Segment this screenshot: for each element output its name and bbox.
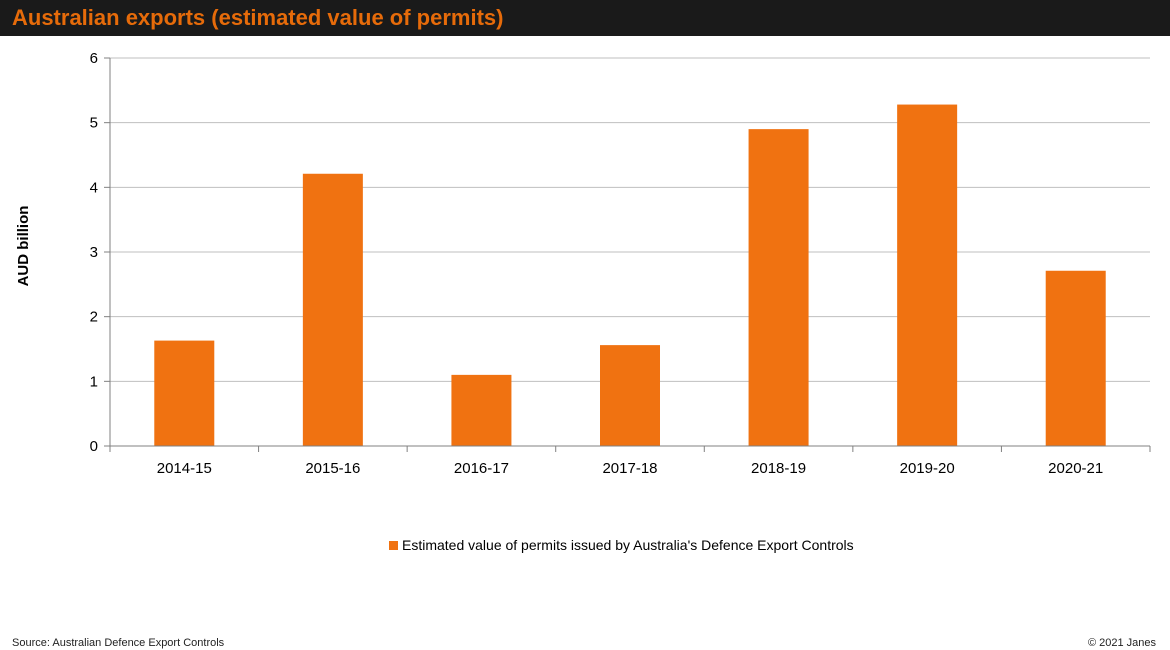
y-tick-label: 3 xyxy=(90,244,98,261)
bar-2018-19 xyxy=(748,129,809,446)
x-tick-label: 2015-16 xyxy=(305,460,360,477)
bars xyxy=(154,104,1106,446)
x-tick-label: 2020-21 xyxy=(1048,460,1103,477)
y-tick-label: 5 xyxy=(90,115,98,132)
bar-2015-16 xyxy=(302,173,363,446)
y-tick-labels: 0 1 2 3 4 5 6 xyxy=(90,50,98,455)
y-tick-label: 4 xyxy=(90,179,98,196)
x-tick-labels: 2014-15 2015-16 2016-17 2017-18 2018-19 2019-… xyxy=(157,460,1103,477)
bar-2020-21 xyxy=(1045,270,1106,446)
x-tick-label: 2014-15 xyxy=(157,460,212,477)
source-note: Source: Australian Defence Export Contro… xyxy=(12,637,225,649)
bar-2019-20 xyxy=(897,104,958,446)
legend-swatch xyxy=(389,541,398,550)
x-tick-label: 2019-20 xyxy=(900,460,955,477)
legend-label: Estimated value of permits issued by Aus… xyxy=(402,537,854,553)
axes xyxy=(109,58,1151,452)
gridlines xyxy=(104,57,1150,447)
bar-2016-17 xyxy=(451,374,512,446)
y-tick-label: 2 xyxy=(90,309,98,326)
legend: Estimated value of permits issued by Aus… xyxy=(389,537,854,553)
x-tick-label: 2017-18 xyxy=(602,460,657,477)
x-tick-label: 2016-17 xyxy=(454,460,509,477)
bar-2017-18 xyxy=(600,345,660,446)
title-bar: Australian exports (estimated value of p… xyxy=(0,0,1170,36)
chart-title: Australian exports (estimated value of p… xyxy=(12,5,504,30)
y-axis-label: AUD billion xyxy=(15,206,32,287)
y-tick-label: 0 xyxy=(90,438,98,455)
x-tick-label: 2018-19 xyxy=(751,460,806,477)
y-tick-label: 1 xyxy=(90,373,98,390)
y-tick-label: 6 xyxy=(90,50,98,67)
bar-2014-15 xyxy=(154,340,215,446)
copyright-note: © 2021 Janes xyxy=(1087,637,1156,649)
